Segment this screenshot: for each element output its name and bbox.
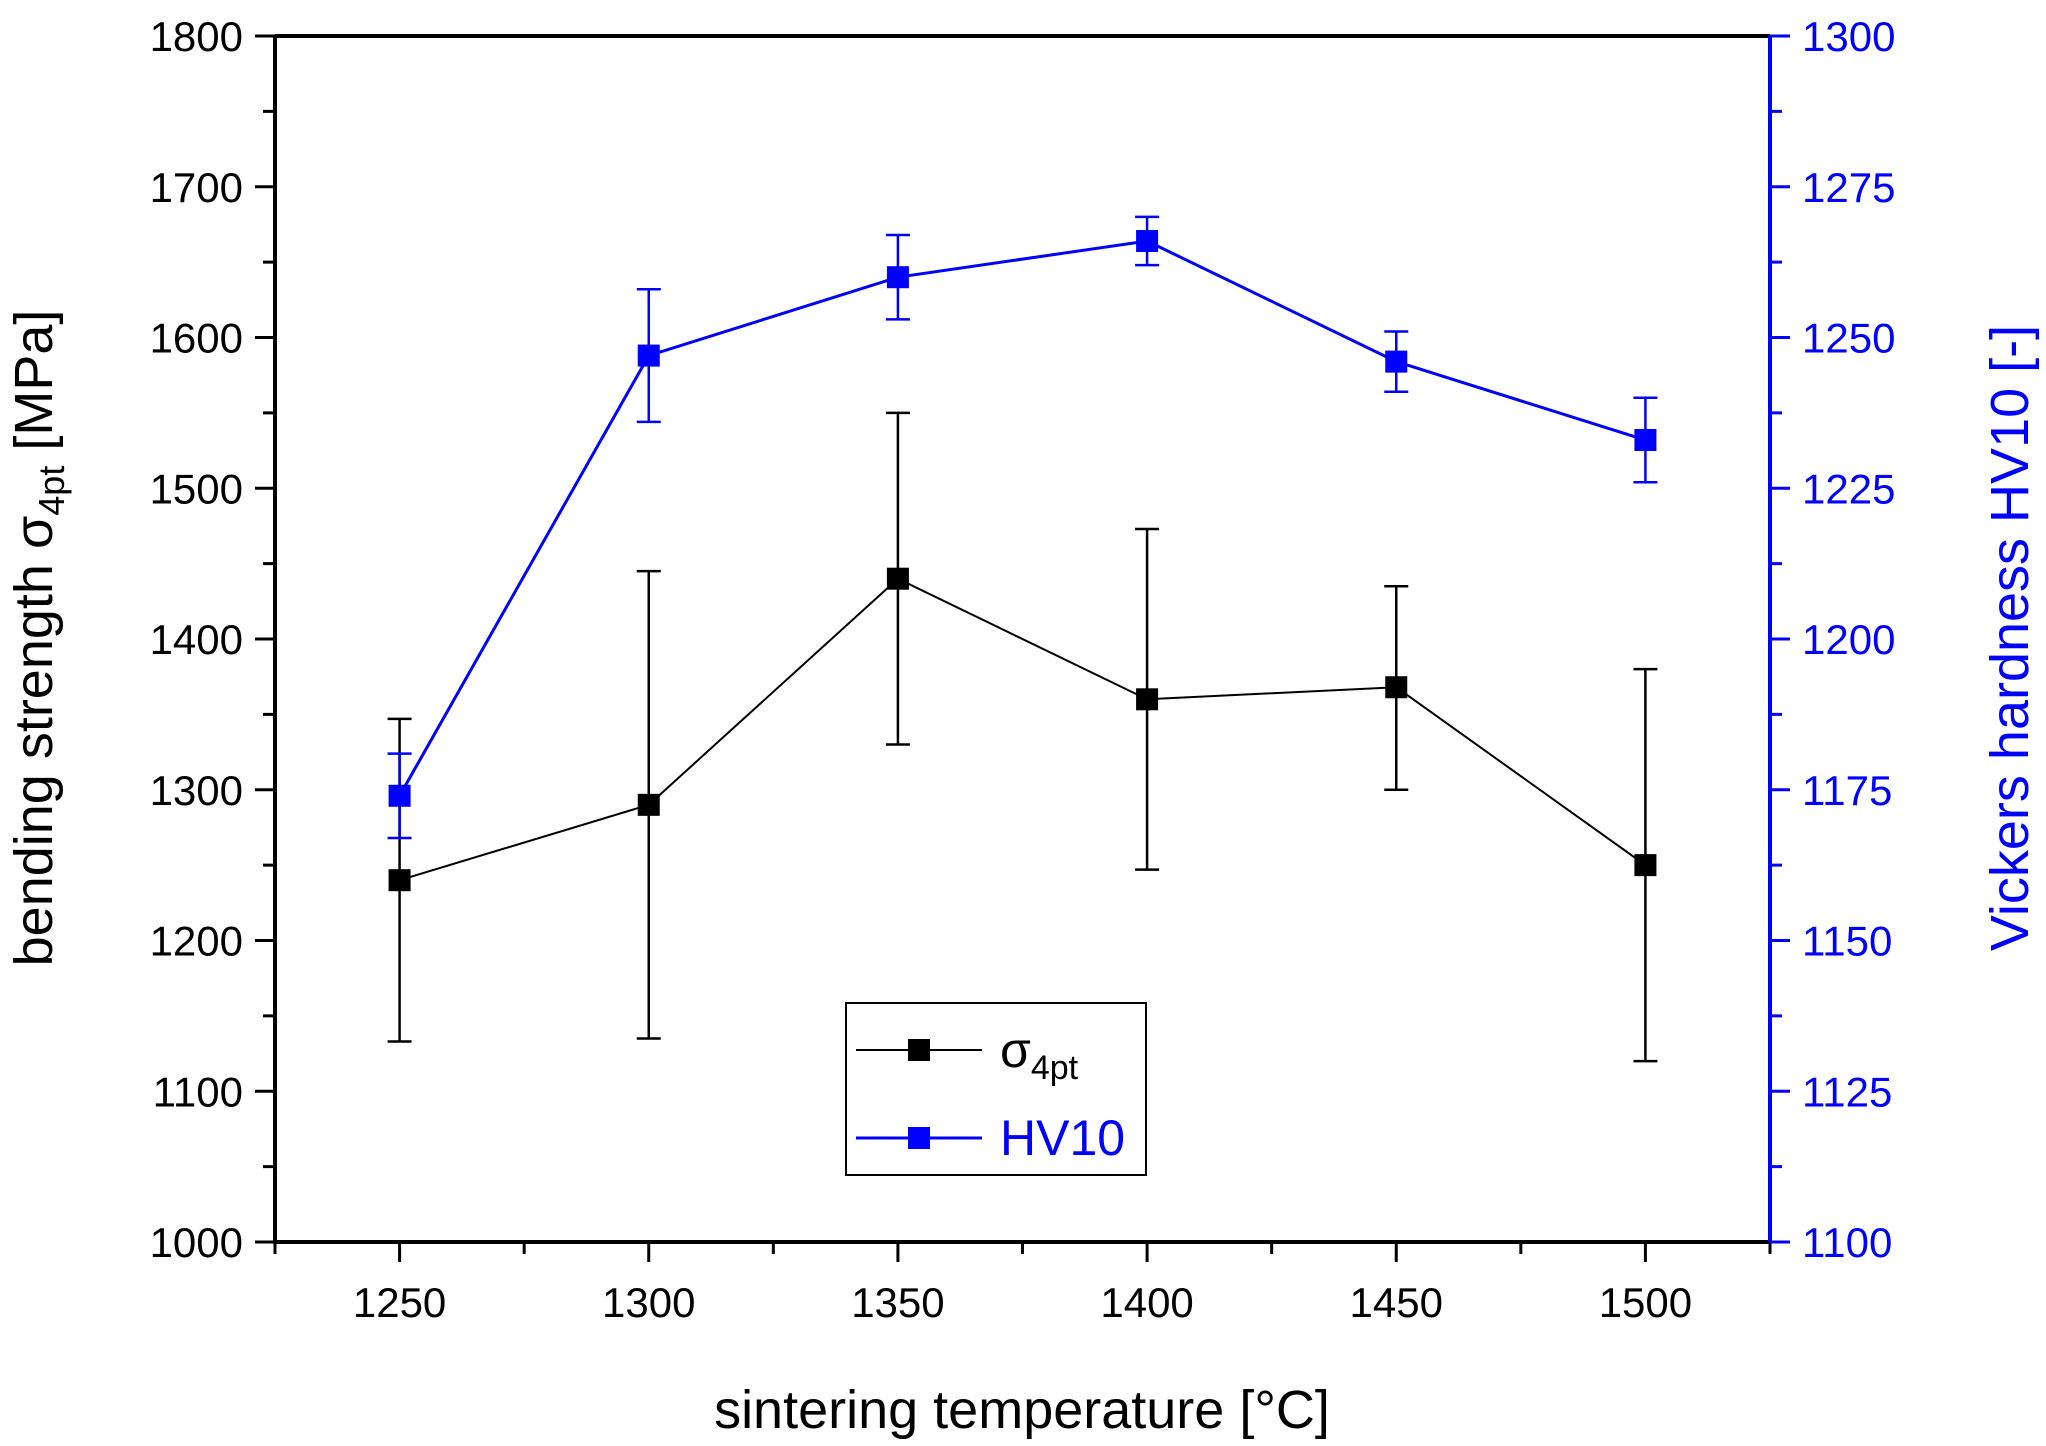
y-tick-label: 1800: [150, 13, 243, 60]
data-point: [637, 793, 660, 816]
y2-tick-label: 1200: [1802, 616, 1895, 663]
legend-label-sub: 4pt: [1031, 1049, 1079, 1087]
y-tick-label: 1000: [150, 1219, 243, 1266]
y2-tick-label: 1225: [1802, 465, 1895, 512]
y-axis-title: bending strength σ4pt [MPa]: [4, 310, 72, 967]
y-axis-title-main: bending strength σ: [4, 516, 64, 967]
data-point: [1385, 350, 1408, 373]
x-tick-label: 1300: [602, 1279, 695, 1326]
series-hv10: [387, 215, 1658, 840]
legend-label: HV10: [1000, 1110, 1125, 1166]
legend-label-main: σ: [1000, 1022, 1031, 1078]
x-tick-label: 1350: [851, 1279, 944, 1326]
axis-titles: sintering temperature [°C] bending stren…: [4, 310, 2040, 1440]
data-point: [1136, 688, 1159, 711]
data-point: [1634, 854, 1657, 877]
legend-box: [845, 1002, 1147, 1176]
series-line: [398, 239, 1646, 797]
y-tick-label: 1100: [153, 1068, 243, 1115]
data-point: [1136, 230, 1159, 253]
y2-tick-label: 1275: [1802, 164, 1895, 211]
x-axis-title: sintering temperature [°C]: [714, 1380, 1330, 1440]
y-axis-title-sub: 4pt: [31, 466, 72, 516]
data-point: [886, 567, 909, 590]
y2-tick-label: 1250: [1802, 315, 1895, 362]
series-sigma-4pt: [387, 411, 1658, 1063]
legend-marker: [908, 1127, 930, 1149]
y-tick-label: 1300: [150, 767, 243, 814]
y2-tick-label: 1125: [1802, 1068, 1892, 1115]
data-point: [886, 266, 909, 289]
y-tick-label: 1700: [150, 164, 243, 211]
y-tick-label: 1600: [150, 315, 243, 362]
legend-marker: [908, 1039, 930, 1061]
y2-tick-label: 1300: [1802, 13, 1895, 60]
y-tick-label: 1500: [150, 465, 243, 512]
axes-layer: 1250 1300 1350 1400 1450 1500 1000 1100 1200 1300…: [150, 13, 1896, 1326]
data-point: [388, 784, 411, 807]
x-tick-label: 1400: [1100, 1279, 1193, 1326]
data-point: [1385, 676, 1408, 699]
legend-item-hv10: HV10: [856, 1110, 1125, 1166]
x-tick-label: 1450: [1350, 1279, 1443, 1326]
y-tick-label: 1400: [150, 616, 243, 663]
x-tick-label: 1500: [1599, 1279, 1692, 1326]
x-tick-label: 1250: [353, 1279, 446, 1326]
data-point: [388, 869, 411, 892]
legend: σ4pt HV10: [845, 1002, 1147, 1176]
y-axis-title-unit: [MPa]: [4, 310, 64, 466]
series-layer: [387, 215, 1658, 1063]
y2-axis-title: Vickers hardness HV10 [-]: [1980, 325, 2040, 951]
y-tick-label: 1200: [150, 918, 243, 965]
legend-label: σ4pt: [1000, 1022, 1079, 1087]
y2-tick-label: 1175: [1802, 767, 1892, 814]
data-point: [1634, 429, 1657, 452]
y2-tick-label: 1100: [1802, 1219, 1892, 1266]
legend-item-sigma-4pt: σ4pt: [856, 1022, 1079, 1087]
series-line: [399, 577, 1646, 882]
y2-tick-label: 1150: [1802, 918, 1892, 965]
data-point: [637, 344, 660, 367]
